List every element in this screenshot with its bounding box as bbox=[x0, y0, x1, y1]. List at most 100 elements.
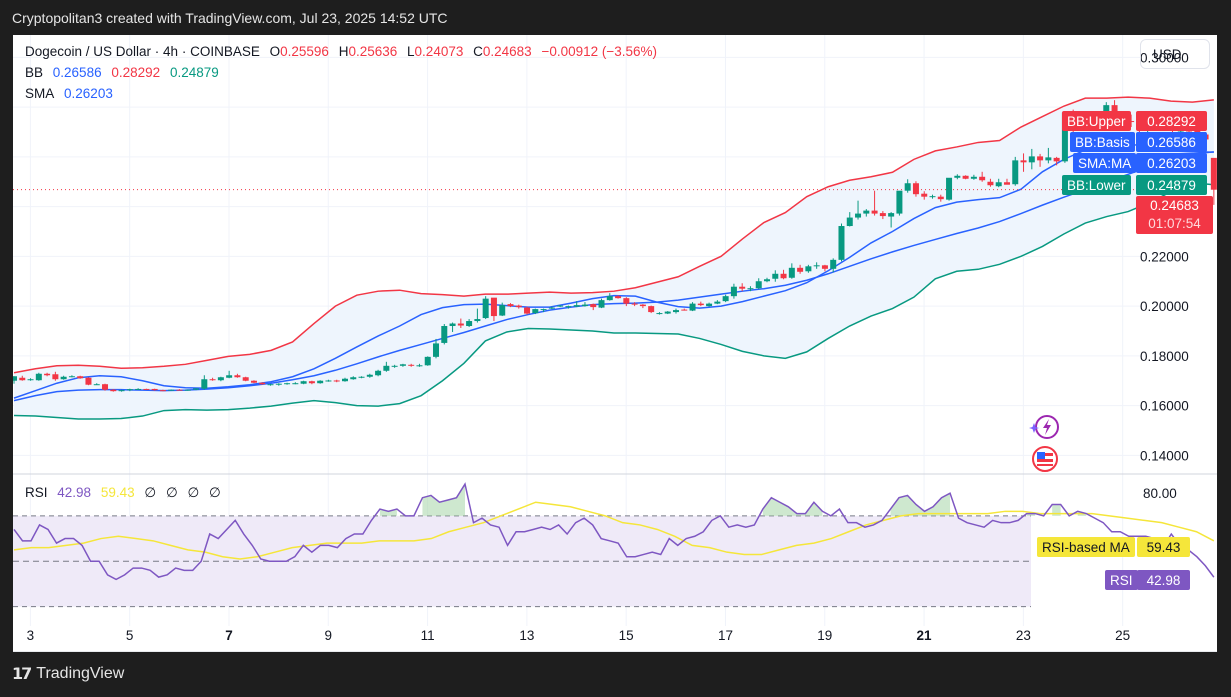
rsi-band-fill bbox=[13, 515, 1031, 607]
candle-up bbox=[598, 300, 605, 308]
candle-down bbox=[648, 306, 655, 313]
us-economic-event-flag-icon[interactable] bbox=[1031, 445, 1059, 473]
candle-down bbox=[234, 375, 241, 378]
candle-down bbox=[524, 307, 531, 314]
candle-up bbox=[284, 383, 291, 385]
candle-up bbox=[755, 281, 762, 289]
price-axis-label: 0.30000 bbox=[1140, 50, 1189, 65]
candle-down bbox=[821, 265, 828, 269]
candle-down bbox=[780, 273, 787, 279]
time-axis-label: 3 bbox=[27, 628, 35, 643]
candle-down bbox=[797, 267, 804, 272]
candle-up bbox=[126, 389, 133, 391]
candle-up bbox=[317, 380, 324, 384]
candle-up bbox=[466, 321, 473, 327]
candle-up bbox=[184, 389, 191, 391]
candle-up bbox=[764, 279, 771, 282]
candle-down bbox=[1053, 157, 1060, 162]
rsi-tag-value: 42.98 bbox=[1137, 570, 1190, 590]
candle-up bbox=[863, 210, 870, 214]
candle-down bbox=[176, 389, 183, 391]
candle-up bbox=[325, 380, 332, 382]
candle-down bbox=[1210, 157, 1217, 190]
candle-up bbox=[441, 326, 448, 343]
candle-up bbox=[482, 298, 489, 319]
candle-up bbox=[366, 374, 373, 377]
open-value: 0.25596 bbox=[280, 44, 329, 59]
low-label: L bbox=[407, 44, 415, 59]
candle-up bbox=[118, 390, 125, 392]
sma-tag-value: 0.26203 bbox=[1136, 153, 1207, 173]
close-label: C bbox=[473, 44, 483, 59]
candle-down bbox=[739, 286, 746, 289]
bb-lower-value: 0.24879 bbox=[169, 65, 219, 80]
candle-up bbox=[383, 365, 390, 371]
candle-down bbox=[590, 304, 597, 308]
candle-up bbox=[60, 376, 67, 380]
sma-label[interactable]: SMA bbox=[25, 86, 55, 101]
time-axis-label: 7 bbox=[225, 628, 233, 643]
candle-up bbox=[656, 313, 663, 315]
bb-basis-line bbox=[13, 141, 1214, 399]
time-axis-label: 15 bbox=[619, 628, 634, 643]
rsi-label[interactable]: RSI bbox=[25, 485, 48, 500]
rsi-empty-2: ∅ bbox=[165, 485, 178, 500]
candle-down bbox=[879, 213, 886, 217]
candle-down bbox=[250, 380, 257, 383]
candle-up bbox=[830, 259, 837, 269]
candle-up bbox=[838, 226, 845, 260]
last-price-tag: 0.24683 01:07:54 bbox=[1136, 196, 1213, 234]
candle-up bbox=[557, 305, 564, 307]
rsi-overbought-fill bbox=[762, 497, 823, 516]
chart-canvas[interactable]: 0.30000 0.22000 0.20000 0.18000 0.16000 0.140… bbox=[13, 35, 1217, 652]
rsi-empty-1: ∅ bbox=[144, 485, 157, 500]
bb-legend: BB 0.26586 0.28292 0.24879 bbox=[25, 65, 225, 80]
candle-up bbox=[888, 213, 895, 217]
bb-band-fill bbox=[13, 97, 1214, 420]
candle-up bbox=[267, 384, 274, 386]
candle-down bbox=[209, 379, 216, 381]
candle-up bbox=[532, 309, 539, 314]
ideas-lightning-icon[interactable] bbox=[1027, 413, 1063, 441]
high-value: 0.25636 bbox=[348, 44, 398, 59]
currency-button[interactable]: USD bbox=[1140, 39, 1210, 69]
time-axis-label: 5 bbox=[126, 628, 134, 643]
candle-up bbox=[168, 389, 175, 391]
time-axis-label: 25 bbox=[1115, 628, 1130, 643]
bb-label[interactable]: BB bbox=[25, 65, 44, 80]
candle-up bbox=[706, 303, 713, 307]
time-axis-label: 23 bbox=[1016, 628, 1031, 643]
bb-lower-line bbox=[13, 181, 1214, 420]
bb-lower-tag-value: 0.24879 bbox=[1136, 175, 1207, 195]
candle-up bbox=[358, 376, 365, 378]
candle-up bbox=[946, 177, 953, 200]
candle-up bbox=[788, 267, 795, 278]
candle-up bbox=[275, 383, 282, 385]
candle-up bbox=[772, 273, 779, 279]
candle-up bbox=[375, 370, 382, 376]
candle-down bbox=[85, 377, 92, 385]
high-label: H bbox=[338, 44, 349, 59]
rsi-tag-label: RSI bbox=[1105, 570, 1138, 590]
candle-up bbox=[433, 343, 440, 357]
symbol-name[interactable]: Dogecoin / US Dollar · 4h · COINBASE bbox=[25, 44, 260, 59]
candle-up bbox=[300, 381, 307, 384]
rsi-empty-4: ∅ bbox=[209, 485, 221, 500]
candle-up bbox=[714, 301, 721, 304]
candle-up bbox=[93, 384, 100, 386]
chart-panel[interactable]: 0.30000 0.22000 0.20000 0.18000 0.16000 0.140… bbox=[13, 35, 1217, 652]
price-axis-label: 0.22000 bbox=[1140, 249, 1189, 264]
rsi-ma-tag-value: 59.43 bbox=[1137, 537, 1190, 557]
time-axis-label: 13 bbox=[519, 628, 534, 643]
open-label: O bbox=[269, 44, 281, 59]
candle-down bbox=[681, 309, 688, 311]
candle-up bbox=[226, 375, 233, 378]
candle-up bbox=[201, 379, 208, 389]
candle-up bbox=[68, 376, 75, 378]
symbol-legend: Dogecoin / US Dollar · 4h · COINBASE O0.… bbox=[25, 44, 663, 59]
chart-caption: Cryptopolitan3 created with TradingView.… bbox=[12, 10, 448, 26]
candle-down bbox=[1003, 182, 1010, 185]
change-value: −0.00912 (−3.56%) bbox=[541, 44, 658, 59]
tradingview-logo-icon: 𝟭𝟳 bbox=[12, 666, 32, 683]
bb-basis-value: 0.26586 bbox=[52, 65, 102, 80]
